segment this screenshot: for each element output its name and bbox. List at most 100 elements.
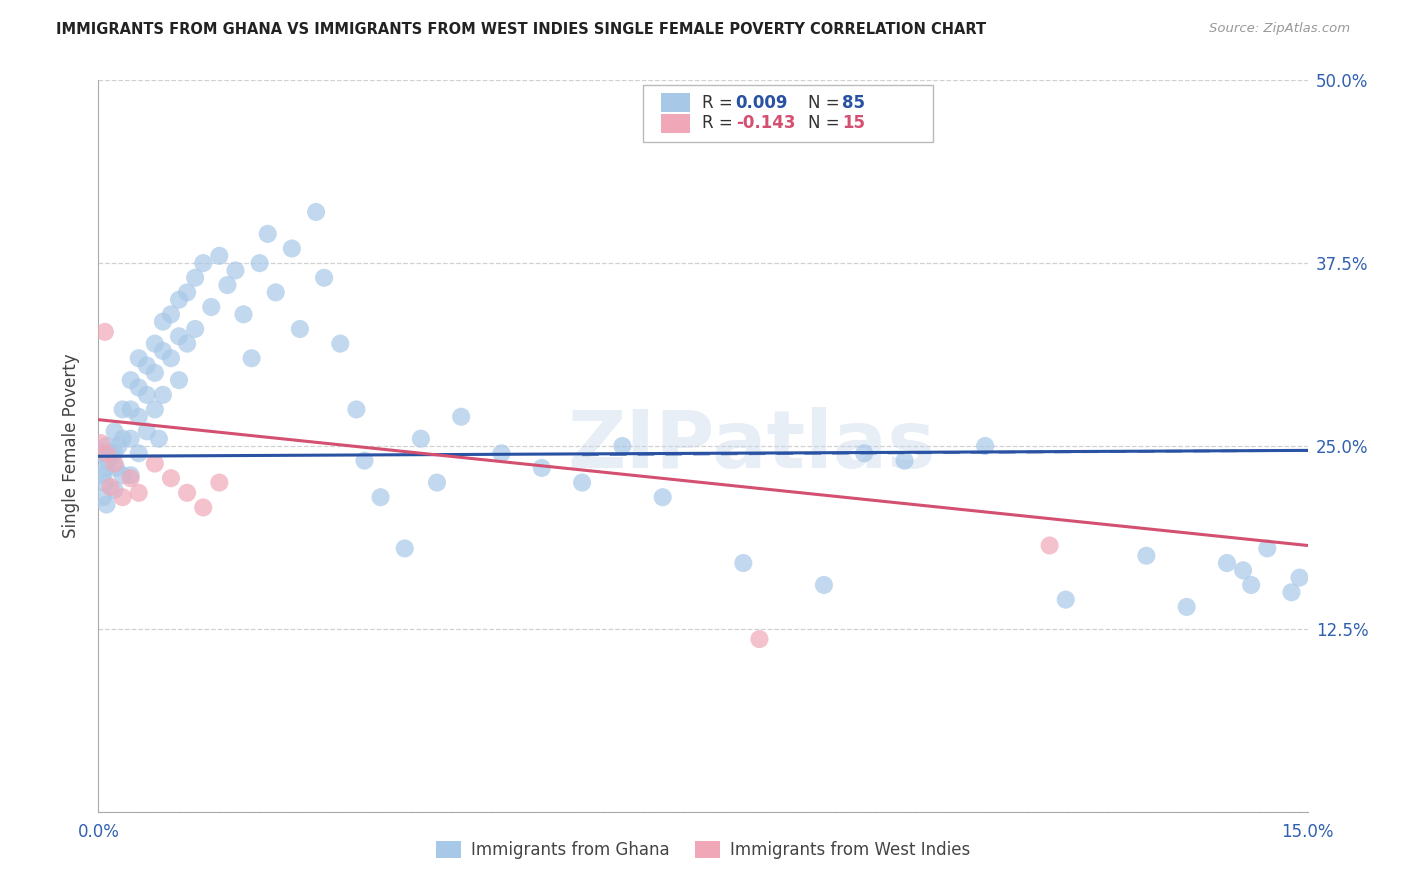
FancyBboxPatch shape [643,86,932,143]
Point [264,285,287,300]
Point [651,490,673,504]
Point [103,457,125,471]
Point [224,263,246,277]
Point [105,461,128,475]
Point [1135,549,1157,563]
Point [184,322,207,336]
Text: -0.143: -0.143 [735,114,796,132]
Point [128,351,150,366]
Point [176,485,198,500]
FancyBboxPatch shape [661,114,690,133]
Text: 85: 85 [842,94,865,112]
Point [167,373,190,387]
Legend: Immigrants from Ghana, Immigrants from West Indies: Immigrants from Ghana, Immigrants from W… [429,834,977,865]
Point [733,556,755,570]
Point [103,446,125,460]
Text: N =: N = [808,114,845,132]
Y-axis label: Single Female Poverty: Single Female Poverty [62,354,80,538]
Point [853,446,876,460]
Point [107,439,129,453]
Point [281,242,304,256]
Point [135,359,157,373]
Point [394,541,416,556]
Point [135,425,157,439]
Text: 0.009: 0.009 [735,94,789,112]
Text: R =: R = [702,114,738,132]
Point [100,446,122,460]
Point [344,402,367,417]
Point [813,578,835,592]
Point [1232,563,1254,577]
Point [128,485,150,500]
Point [120,432,142,446]
Point [143,336,166,351]
Point [103,425,125,439]
Point [120,468,142,483]
Point [974,439,997,453]
Text: IMMIGRANTS FROM GHANA VS IMMIGRANTS FROM WEST INDIES SINGLE FEMALE POVERTY CORRE: IMMIGRANTS FROM GHANA VS IMMIGRANTS FROM… [56,22,987,37]
Point [100,480,122,494]
Point [184,270,207,285]
Point [91,490,114,504]
Point [314,270,336,285]
Point [612,439,634,453]
Point [450,409,472,424]
Point [370,490,392,504]
Point [90,436,112,450]
Text: 15: 15 [842,114,865,132]
Point [249,256,271,270]
Point [426,475,449,490]
Point [152,388,174,402]
Point [128,446,150,460]
Point [1216,556,1239,570]
Point [152,315,174,329]
Text: N =: N = [808,94,845,112]
Point [152,343,174,358]
Point [893,453,915,467]
Point [208,249,231,263]
Point [96,461,118,475]
Point [217,278,239,293]
Point [305,205,328,219]
Point [167,293,190,307]
Point [111,468,134,483]
Point [1054,592,1077,607]
Point [208,475,231,490]
Point [571,475,593,490]
FancyBboxPatch shape [661,94,690,112]
Point [96,439,118,453]
Point [143,366,166,380]
Point [1288,571,1310,585]
Point [103,483,125,497]
Point [160,471,183,485]
Point [1175,599,1198,614]
Point [94,325,117,339]
Text: R =: R = [702,94,738,112]
Point [148,432,170,446]
Point [748,632,770,646]
Point [256,227,278,241]
Point [491,446,513,460]
Point [1039,539,1062,553]
Point [1281,585,1303,599]
Point [240,351,263,366]
Text: Source: ZipAtlas.com: Source: ZipAtlas.com [1209,22,1350,36]
Point [128,409,150,424]
Point [96,498,118,512]
Point [111,402,134,417]
Point [193,500,215,515]
Point [193,256,215,270]
Text: ZIPatlas: ZIPatlas [567,407,935,485]
Point [97,453,120,467]
Point [232,307,254,321]
Point [91,468,114,483]
Point [160,351,183,366]
Point [329,336,352,351]
Point [176,285,198,300]
Point [111,490,134,504]
Point [120,402,142,417]
Point [353,453,375,467]
Point [143,402,166,417]
Point [135,388,157,402]
Point [160,307,183,321]
